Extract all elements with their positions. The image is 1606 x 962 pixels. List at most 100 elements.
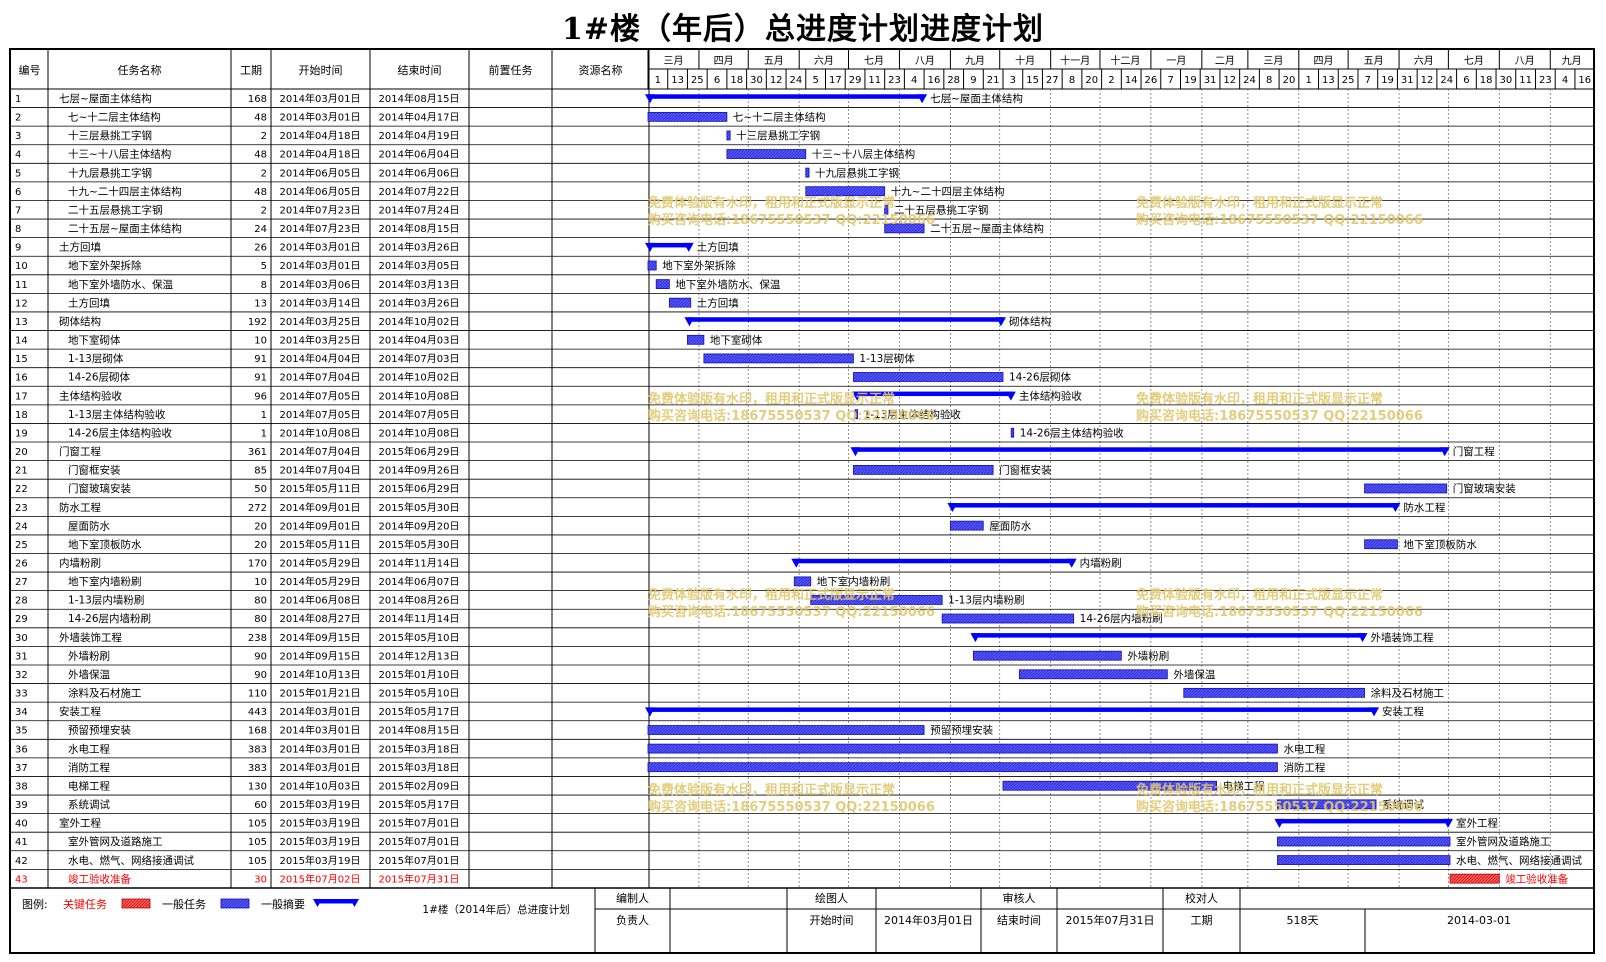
task-start: 2014年07月23日	[280, 203, 361, 216]
day-label: 8	[1069, 75, 1075, 86]
task-duration: 2	[261, 205, 267, 216]
bar-label: 消防工程	[1283, 761, 1325, 774]
task-name: 14-26层内墙粉刷	[68, 612, 151, 625]
bar-label: 屋面防水	[989, 519, 1031, 532]
day-label: 4	[1562, 75, 1568, 86]
day-label: 12	[1421, 75, 1434, 86]
legend-normal-label: 一般任务	[162, 898, 206, 911]
task-duration: 130	[248, 781, 267, 792]
summary-bar	[1277, 818, 1451, 824]
month-label: 六月	[814, 55, 834, 67]
task-id: 33	[15, 689, 28, 700]
day-label: 11	[1519, 75, 1532, 86]
task-start: 2014年05月29日	[280, 575, 361, 588]
footer-cell: 开始时间	[810, 913, 854, 927]
task-bar	[810, 595, 943, 605]
task-end: 2015年05月30日	[379, 501, 460, 514]
day-label: 26	[1145, 75, 1158, 86]
task-start: 2014年03月01日	[280, 761, 361, 774]
day-label: 30	[750, 75, 763, 86]
bar-label: 二十五层悬挑工字钢	[894, 203, 989, 216]
task-duration: 20	[254, 540, 267, 551]
task-name: 门窗工程	[59, 445, 101, 458]
task-start: 2014年03月25日	[280, 334, 361, 347]
summary-cap	[1443, 818, 1454, 828]
day-label: 12	[770, 75, 783, 86]
legend-normal-swatch	[220, 898, 250, 909]
task-end: 2014年07月05日	[379, 408, 460, 421]
bar-label: 十三~十八层主体结构	[812, 148, 915, 161]
day-label: 30	[1500, 75, 1513, 86]
task-end: 2014年11月14日	[379, 612, 460, 625]
bar-label: 二十五层~屋面主体结构	[930, 222, 1044, 235]
task-start: 2014年03月01日	[280, 92, 361, 105]
bar-label: 安装工程	[1382, 705, 1424, 718]
task-id: 28	[15, 596, 28, 607]
bar-label: 14-26层主体结构验收	[1020, 426, 1125, 439]
task-start: 2014年06月05日	[280, 166, 361, 179]
task-end: 2015年01月10日	[379, 668, 460, 681]
column-header: 结束时间	[398, 64, 442, 77]
month-label: 七月	[1464, 55, 1484, 67]
task-bar	[1183, 687, 1365, 698]
task-end: 2014年10月02日	[379, 315, 460, 328]
day-label: 19	[1381, 75, 1394, 86]
day-label: 23	[1539, 75, 1552, 86]
summary-bar	[648, 94, 925, 99]
task-start: 2014年03月01日	[280, 724, 361, 737]
watermark-line: 免费体验版有水印，租用和正式版显示正常	[648, 783, 896, 798]
task-bar	[647, 111, 728, 122]
task-end: 2014年04月17日	[379, 111, 460, 124]
bar-label: 地下室砌体	[710, 334, 763, 347]
bar-label: 门窗框安装	[999, 464, 1052, 477]
task-id: 38	[15, 781, 28, 792]
task-name: 预留预埋安装	[68, 724, 131, 737]
task-start: 2015年07月02日	[280, 872, 361, 885]
watermark: 免费体验版有水印，租用和正式版显示正常购买咨询电话:18675550537 QQ…	[648, 782, 935, 816]
bar-label: 预留预埋安装	[930, 724, 993, 737]
task-bar	[687, 334, 705, 345]
bar-label: 1-13层内墙粉刷	[948, 594, 1024, 607]
month-label: 三月	[1263, 55, 1283, 67]
task-duration: 105	[248, 819, 267, 830]
task-id: 8	[15, 224, 21, 235]
task-duration: 30	[254, 874, 267, 885]
footer-cell: 2014年03月01日	[884, 913, 973, 927]
task-bar	[1364, 539, 1398, 550]
task-duration: 90	[254, 670, 267, 681]
month-label: 四月	[1313, 55, 1333, 67]
summary-bar	[794, 558, 1074, 564]
day-label: 11	[868, 75, 881, 86]
month-label: 三月	[663, 55, 683, 67]
task-end: 2015年05月17日	[379, 705, 460, 718]
task-name: 水电工程	[68, 742, 110, 755]
column-header: 资源名称	[579, 63, 623, 77]
task-name: 十三层悬挑工字钢	[68, 129, 152, 142]
bar-label: 14-26层砌体	[1009, 372, 1072, 384]
task-name: 二十五层悬挑工字钢	[68, 203, 163, 216]
day-label: 17	[829, 75, 842, 86]
task-name: 地下室砌体	[68, 334, 121, 347]
watermark-line: 免费体验版有水印，租用和正式版显示正常	[1136, 392, 1384, 407]
task-end: 2015年03月18日	[379, 761, 460, 774]
task-name: 砌体结构	[59, 315, 101, 328]
task-name: 二十五层~屋面主体结构	[68, 222, 182, 235]
month-label: 八月	[915, 55, 935, 67]
task-id: 31	[15, 651, 28, 662]
summary-bar	[973, 633, 1365, 638]
task-name: 地下室内墙粉刷	[68, 575, 142, 588]
month-label: 六月	[1414, 55, 1434, 67]
task-end: 2014年08月15日	[379, 92, 460, 105]
task-start: 2014年09月15日	[280, 649, 361, 662]
task-end: 2014年07月24日	[379, 203, 460, 216]
watermark-line: 购买咨询电话:18675550537 QQ:22150066	[648, 800, 935, 815]
task-id: 15	[15, 354, 28, 365]
watermark-line: 购买咨询电话:18675550537 QQ:22150066	[648, 213, 935, 228]
critical-task-bar	[1449, 873, 1500, 884]
task-name: 14-26层砌体	[68, 372, 131, 384]
summary-cap	[791, 558, 802, 568]
task-duration: 50	[254, 484, 267, 495]
column-header: 任务名称	[118, 63, 162, 77]
task-end: 2014年11月14日	[379, 557, 460, 570]
summary-cap	[1005, 391, 1016, 401]
